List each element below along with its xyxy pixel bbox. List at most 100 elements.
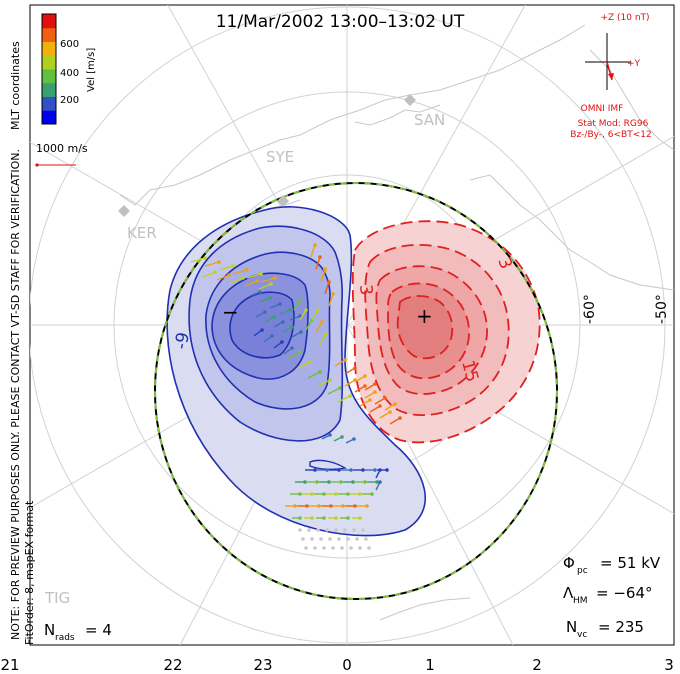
colorbar-segment bbox=[42, 55, 56, 70]
velocity-vector-origin bbox=[352, 528, 356, 532]
velocity-vector-origin bbox=[268, 296, 272, 300]
velocity-vector-origin bbox=[325, 468, 329, 472]
velocity-vector-origin bbox=[370, 492, 374, 496]
velocity-vector bbox=[244, 280, 258, 287]
velocity-vector-origin bbox=[383, 396, 387, 400]
velocity-vector-origin bbox=[308, 360, 312, 364]
velocity-vector bbox=[320, 269, 326, 283]
velocity-vector-origin bbox=[293, 504, 297, 508]
negative-potential-cell bbox=[166, 206, 427, 537]
imf-y-label: +Y bbox=[627, 59, 641, 69]
velocity-vector bbox=[328, 293, 334, 307]
velocity-vector-origin bbox=[322, 546, 326, 550]
velocity-vector-origin bbox=[304, 546, 308, 550]
velocity-vector-origin bbox=[328, 537, 332, 541]
velocity-vector-origin bbox=[338, 386, 342, 390]
velocity-vector-origin bbox=[388, 410, 392, 414]
velocity-vector bbox=[364, 391, 376, 399]
velocity-vector-origin bbox=[313, 243, 317, 247]
colorbar-segment bbox=[42, 82, 56, 97]
velocity-vector-origin bbox=[334, 492, 338, 496]
velocity-vector-origin bbox=[365, 504, 369, 508]
velocity-vector bbox=[297, 361, 311, 369]
velocity-vector-origin bbox=[325, 528, 329, 532]
velocity-vector-origin bbox=[358, 492, 362, 496]
velocity-vector bbox=[230, 277, 244, 284]
svg-text:Φ: Φ bbox=[563, 554, 575, 572]
velocity-vector-origin bbox=[273, 276, 277, 280]
colorbar-segment bbox=[42, 41, 56, 56]
velocity-vector bbox=[315, 256, 321, 270]
velocity-vector-origin bbox=[337, 537, 341, 541]
heppner-maynard-boundary bbox=[154, 182, 558, 600]
velocity-vector bbox=[327, 387, 341, 395]
velocity-vector bbox=[315, 321, 323, 333]
velocity-vector-origin bbox=[373, 468, 377, 472]
velocity-vector-origin bbox=[363, 374, 367, 378]
mlt-axis: 21 22 23 0 1 2 3 bbox=[0, 656, 673, 674]
velocity-vector bbox=[344, 367, 356, 375]
velocity-vector bbox=[216, 274, 230, 281]
station-marker-san bbox=[404, 94, 416, 106]
velocity-vector-origin bbox=[328, 378, 332, 382]
mlt-tick-22: 22 bbox=[163, 656, 182, 674]
velocity-vector-origin bbox=[341, 504, 345, 508]
velocity-vector-origin bbox=[298, 528, 302, 532]
velocity-vector-origin bbox=[351, 480, 355, 484]
stat-model-label: Stat Mod: RG96 bbox=[578, 119, 649, 129]
mlt-tick-1: 1 bbox=[425, 656, 435, 674]
velocity-vector-origin bbox=[343, 528, 347, 532]
velocity-vector-origin bbox=[346, 537, 350, 541]
velocity-vector-origin bbox=[299, 330, 303, 334]
latitude-label-60: -60° bbox=[582, 294, 598, 324]
velocity-vector-origin bbox=[337, 468, 341, 472]
velocity-vector-origin bbox=[334, 528, 338, 532]
station-markers bbox=[118, 94, 416, 217]
colorbar-segment bbox=[42, 14, 56, 29]
velocity-vector bbox=[324, 281, 330, 295]
stat-n-rads: N rads = 4 bbox=[44, 621, 112, 643]
mlt-tick-3: 3 bbox=[664, 656, 674, 674]
velocity-vector bbox=[310, 244, 316, 258]
stat-phi-pc: Φ pc = 51 kV bbox=[563, 554, 661, 576]
station-marker-sye bbox=[277, 195, 289, 207]
mlt-tick-2: 2 bbox=[532, 656, 542, 674]
svg-text:pc: pc bbox=[577, 566, 588, 576]
velocity-vector-origin bbox=[241, 276, 245, 280]
colorbar-tick-400: 400 bbox=[60, 68, 79, 79]
velocity-vector-origin bbox=[310, 492, 314, 496]
velocity-vector-origin bbox=[368, 398, 372, 402]
velocity-vector bbox=[204, 261, 220, 267]
velocity-vector bbox=[374, 397, 386, 405]
velocity-vector-origin bbox=[322, 516, 326, 520]
velocity-vector-origin bbox=[258, 290, 262, 294]
velocity-vector-origin bbox=[203, 256, 207, 260]
positive-potential-cell bbox=[351, 220, 541, 444]
velocity-vector-origin bbox=[320, 320, 324, 324]
velocity-vector-origin bbox=[263, 310, 267, 314]
velocity-vector-origin bbox=[398, 416, 402, 420]
velocity-vector-origin bbox=[313, 468, 317, 472]
velocity-vector bbox=[311, 309, 319, 321]
velocity-vector-origin bbox=[340, 435, 344, 439]
velocity-vector bbox=[364, 383, 376, 391]
velocity-vector-origin bbox=[393, 402, 397, 406]
velocity-vector-origin bbox=[217, 260, 221, 264]
station-label-ker: KER bbox=[127, 224, 157, 242]
velocity-vector-origin bbox=[310, 516, 314, 520]
velocity-vector bbox=[334, 359, 346, 367]
velocity-vector bbox=[202, 271, 216, 278]
velocity-vector-origin bbox=[358, 546, 362, 550]
svg-text:= 51 kV: = 51 kV bbox=[600, 554, 661, 572]
colorbar-border bbox=[41, 13, 57, 125]
velocity-vector-origin bbox=[373, 390, 377, 394]
stat-n-vc: N vc = 235 bbox=[566, 618, 644, 640]
velocity-vector bbox=[232, 269, 248, 275]
velocity-vector-origin bbox=[290, 346, 294, 350]
velocity-vector-origin bbox=[331, 546, 335, 550]
velocity-vector-origin bbox=[348, 394, 352, 398]
velocity-vector-origin bbox=[327, 280, 331, 284]
velocity-vector-origin bbox=[301, 537, 305, 541]
velocity-vector-origin bbox=[378, 468, 382, 472]
